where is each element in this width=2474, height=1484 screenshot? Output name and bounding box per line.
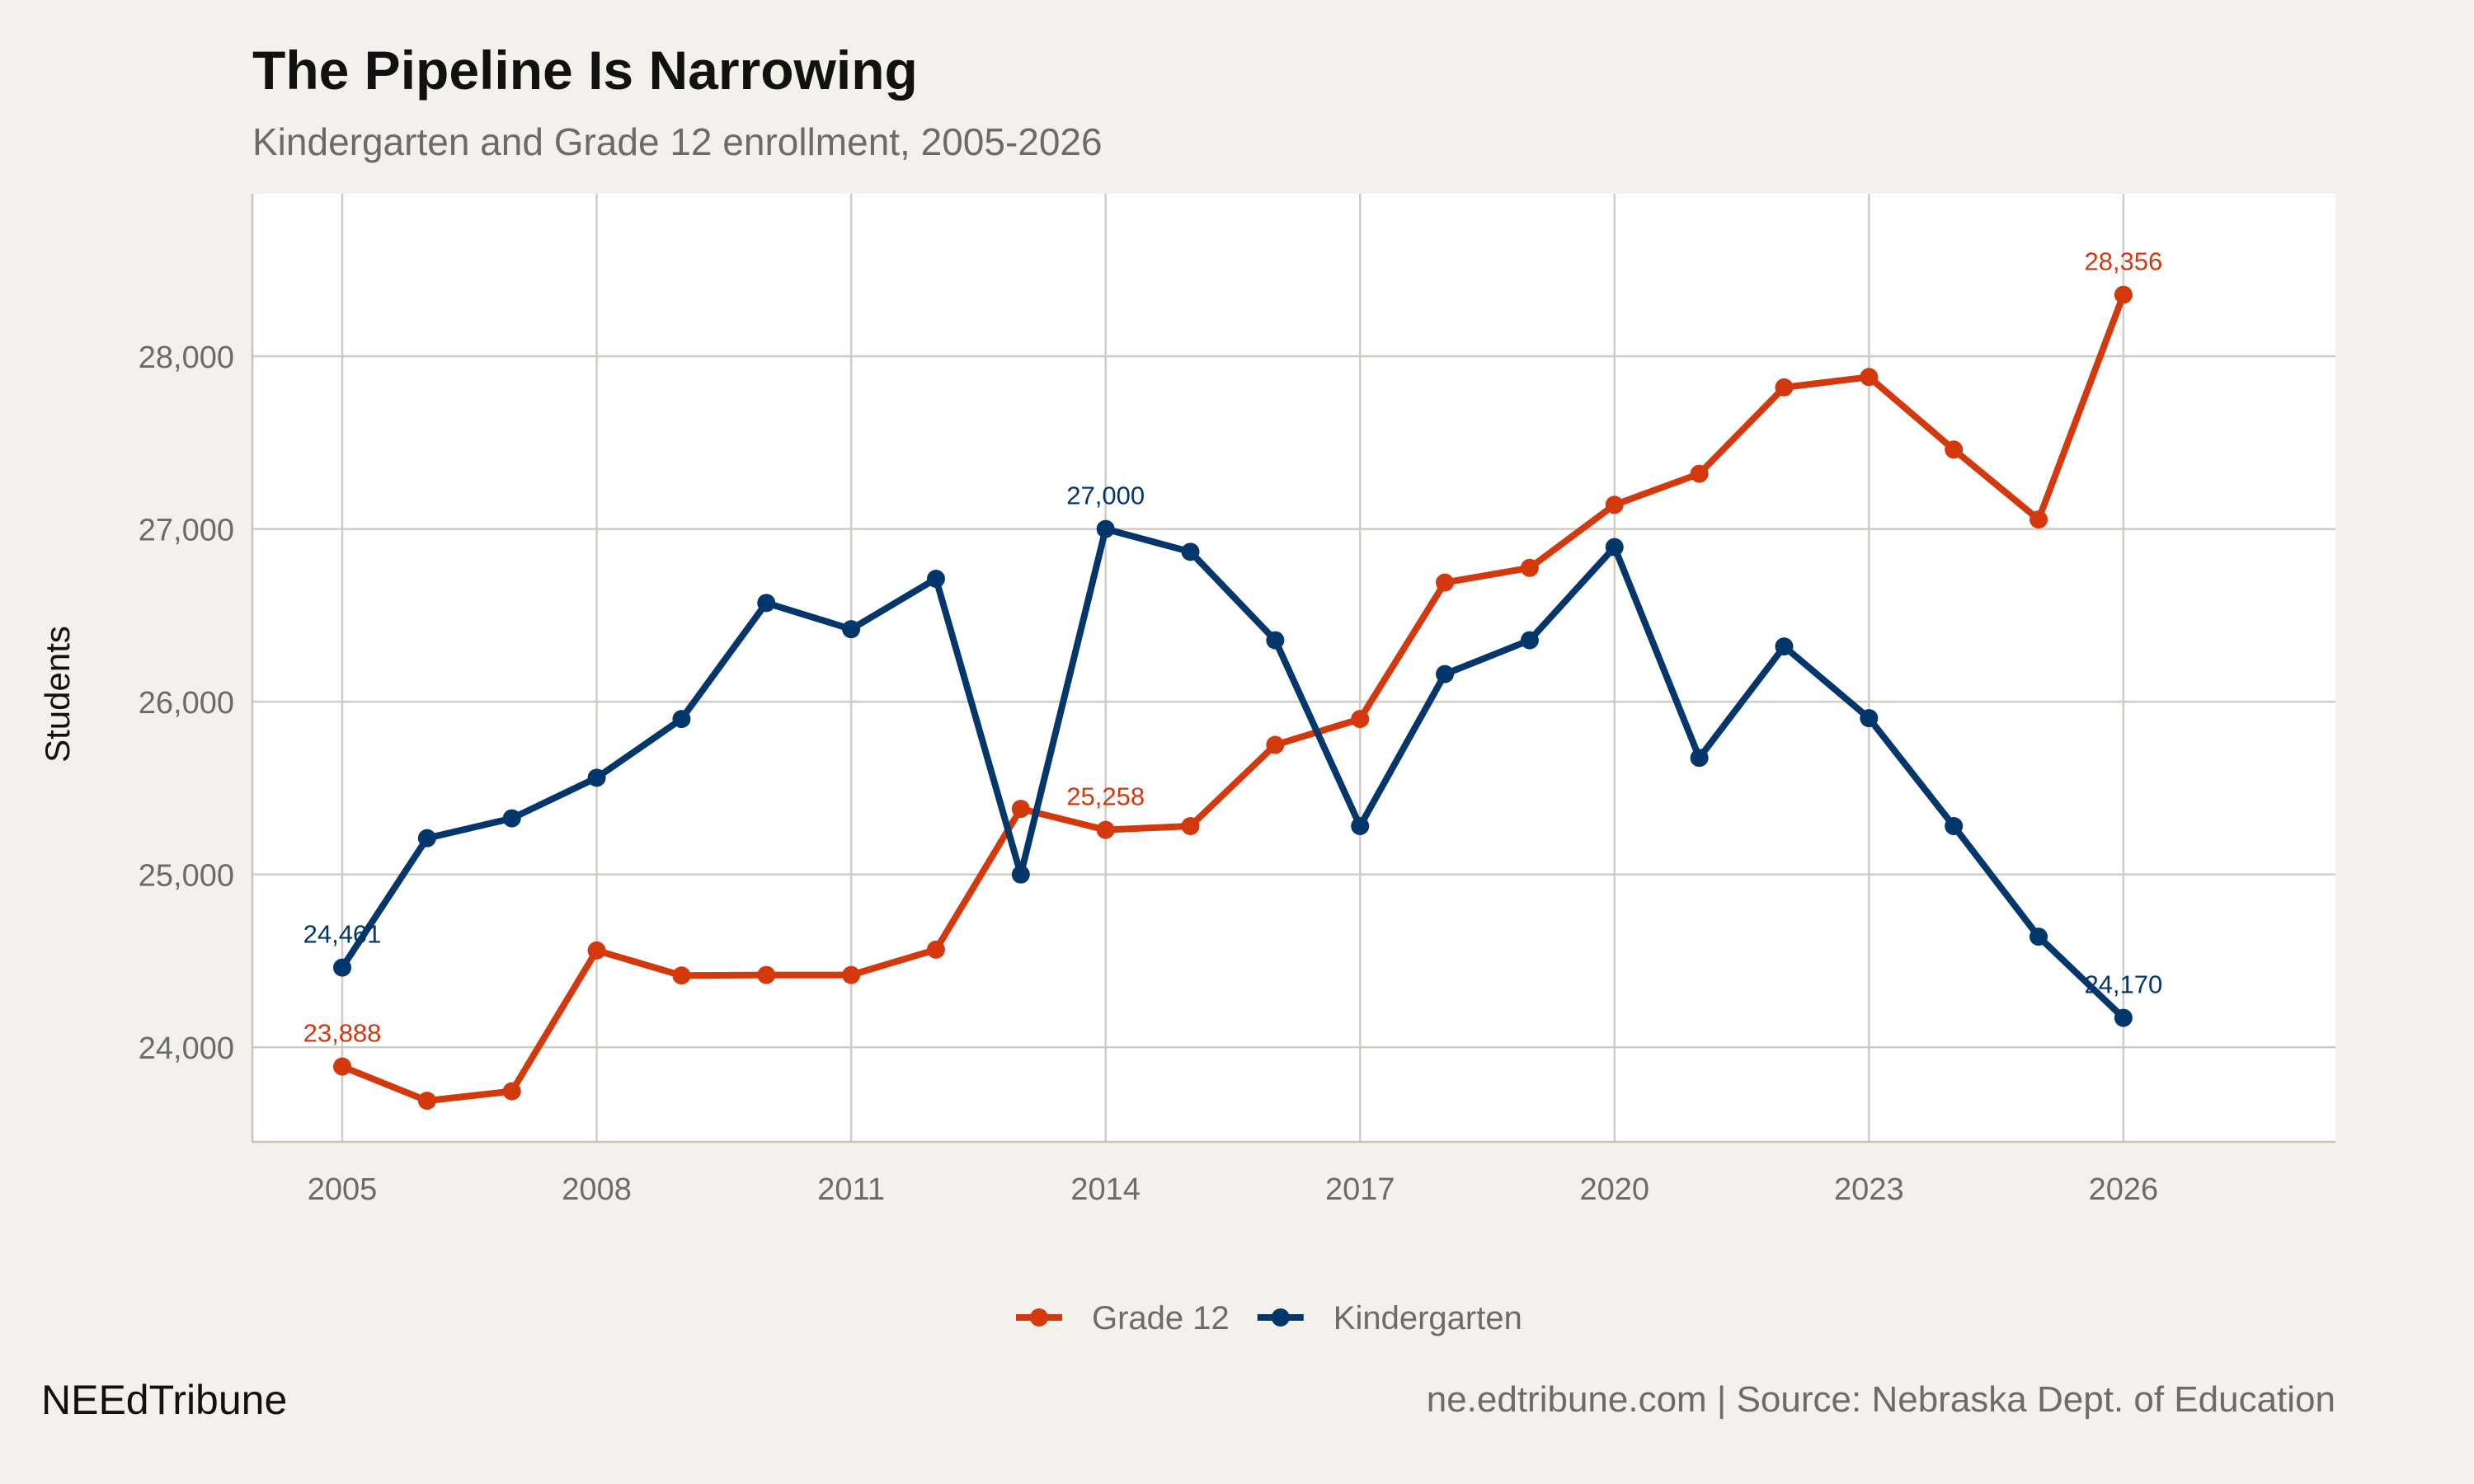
- data-point: [587, 768, 606, 787]
- footer-brand: NEEdTribune: [41, 1377, 287, 1423]
- data-point: [672, 966, 691, 985]
- data-label: 27,000: [1066, 481, 1145, 510]
- data-label: 25,258: [1066, 782, 1145, 811]
- data-point: [1520, 558, 1539, 577]
- data-point: [333, 958, 352, 977]
- data-point: [502, 1082, 521, 1101]
- data-point: [1945, 440, 1964, 459]
- data-point: [2114, 285, 2133, 304]
- data-point: [1351, 710, 1370, 729]
- data-point: [1605, 495, 1624, 514]
- x-tick-label: 2011: [817, 1172, 885, 1207]
- data-point: [1266, 631, 1285, 650]
- legend: Grade 12 Kindergarten: [1016, 1300, 1522, 1336]
- x-tick-label: 2023: [1834, 1172, 1904, 1207]
- data-point: [502, 809, 521, 828]
- x-tick-label: 2017: [1325, 1172, 1395, 1207]
- data-point: [1266, 735, 1285, 754]
- data-label: 28,356: [2084, 247, 2162, 276]
- data-label: 23,888: [303, 1019, 382, 1048]
- data-label: 24,170: [2084, 970, 2162, 999]
- x-tick-label: 2008: [562, 1172, 632, 1207]
- data-point: [2030, 928, 2048, 946]
- data-point: [587, 941, 606, 960]
- data-point: [1690, 464, 1709, 483]
- data-point: [842, 965, 861, 984]
- data-point: [757, 965, 776, 984]
- chart-subtitle: Kindergarten and Grade 12 enrollment, 20…: [252, 120, 1103, 163]
- legend-label: Grade 12: [1092, 1300, 1230, 1336]
- data-point: [1860, 709, 1879, 728]
- legend-swatch-point: [1271, 1308, 1290, 1327]
- y-tick-label: 24,000: [139, 1031, 234, 1066]
- data-point: [757, 594, 776, 613]
- data-point: [1096, 820, 1115, 839]
- data-point: [2030, 510, 2048, 529]
- data-point: [1520, 631, 1539, 650]
- data-point: [842, 620, 861, 639]
- data-label: 24,461: [303, 920, 382, 949]
- data-point: [1605, 538, 1624, 556]
- y-tick-label: 28,000: [139, 340, 234, 375]
- legend-label: Kindergarten: [1333, 1300, 1522, 1336]
- data-point: [1181, 817, 1200, 836]
- x-tick-label: 2005: [308, 1172, 378, 1207]
- data-point: [1690, 749, 1709, 768]
- data-point: [1351, 817, 1370, 836]
- data-point: [1436, 573, 1455, 592]
- data-point: [2114, 1008, 2133, 1027]
- data-point: [417, 1092, 436, 1111]
- y-tick-label: 26,000: [139, 686, 234, 721]
- data-point: [926, 569, 945, 588]
- data-point: [1945, 817, 1964, 836]
- data-point: [333, 1057, 352, 1076]
- y-tick-label: 27,000: [139, 514, 234, 548]
- chart-title: The Pipeline Is Narrowing: [252, 40, 918, 101]
- data-point: [1011, 865, 1030, 884]
- data-point: [926, 940, 945, 959]
- x-tick-label: 2026: [2089, 1172, 2159, 1207]
- series-line-kindergarten: [339, 525, 2126, 1021]
- data-point: [417, 829, 436, 848]
- y-axis-label: Students: [38, 626, 77, 763]
- series-line-grade-12: [341, 294, 2127, 1105]
- x-tick-label: 2020: [1580, 1172, 1650, 1207]
- data-point: [1096, 519, 1115, 538]
- y-tick-label: 25,000: [139, 859, 234, 894]
- data-point: [1181, 542, 1200, 561]
- data-point: [672, 710, 691, 729]
- legend-swatch-point: [1030, 1308, 1048, 1327]
- data-point: [1775, 378, 1794, 397]
- x-tick-label: 2014: [1070, 1172, 1141, 1207]
- data-point: [1775, 637, 1794, 656]
- data-point: [1011, 800, 1030, 819]
- plot-area: [252, 194, 2335, 1142]
- data-point: [1860, 368, 1879, 387]
- data-point: [1436, 665, 1455, 683]
- footer-source: ne.edtribune.com | Source: Nebraska Dept…: [1427, 1379, 2335, 1420]
